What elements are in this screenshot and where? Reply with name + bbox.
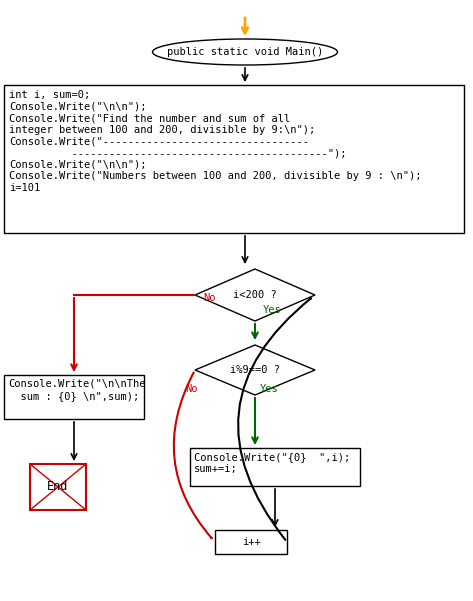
Text: Yes: Yes: [263, 305, 282, 315]
FancyBboxPatch shape: [190, 448, 360, 486]
FancyBboxPatch shape: [215, 530, 287, 554]
Text: Yes: Yes: [260, 384, 279, 394]
FancyBboxPatch shape: [4, 375, 144, 419]
Text: Console.Write("{0}  ",i);
sum+=i;: Console.Write("{0} ",i); sum+=i;: [194, 452, 350, 474]
FancyArrowPatch shape: [174, 373, 211, 538]
Text: public static void Main(): public static void Main(): [167, 47, 323, 57]
Text: i++: i++: [242, 537, 260, 547]
Text: i%9==0 ?: i%9==0 ?: [230, 365, 280, 375]
FancyArrowPatch shape: [238, 298, 311, 540]
FancyBboxPatch shape: [30, 464, 86, 510]
Text: No: No: [203, 293, 216, 303]
Text: i<200 ?: i<200 ?: [233, 290, 277, 300]
Polygon shape: [195, 345, 315, 395]
Polygon shape: [195, 269, 315, 321]
Ellipse shape: [152, 39, 338, 65]
Text: Console.Write("\n\nThe
  sum : {0} \n",sum);: Console.Write("\n\nThe sum : {0} \n",sum…: [8, 379, 146, 401]
Text: int i, sum=0;
Console.Write("\n\n");
Console.Write("Find the number and sum of a: int i, sum=0; Console.Write("\n\n"); Con…: [9, 90, 421, 193]
Text: End: End: [47, 481, 69, 493]
FancyBboxPatch shape: [4, 85, 464, 233]
Text: No: No: [185, 384, 198, 394]
